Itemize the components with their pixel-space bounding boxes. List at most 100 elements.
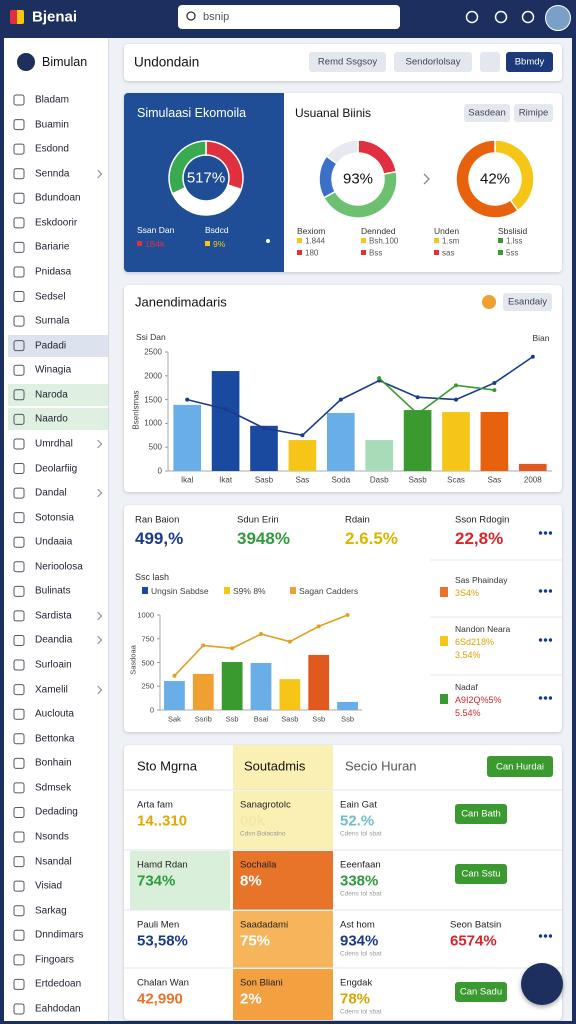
nav-item[interactable]: Dandal xyxy=(35,487,67,499)
x-tick-label: Sasb xyxy=(281,714,299,724)
fab[interactable] xyxy=(521,963,563,1005)
nav-item[interactable]: Pnidasa xyxy=(35,266,72,278)
legend-swatch xyxy=(434,238,439,243)
nav-item[interactable]: Sennda xyxy=(35,168,70,180)
legend-swatch xyxy=(290,587,296,594)
cell-subtext: Cdens tol sbat xyxy=(340,890,382,898)
nav-item[interactable]: Bdundoan xyxy=(35,192,81,204)
panel-button[interactable] xyxy=(514,104,553,122)
legend-swatch xyxy=(142,587,148,594)
nav-item[interactable]: Sotonsia xyxy=(35,512,74,524)
cell-label: Hamd Rdan xyxy=(137,859,188,871)
legend-value: 1.lss xyxy=(506,236,523,246)
avatar[interactable] xyxy=(545,5,571,31)
nav-item[interactable]: Sedsel xyxy=(35,291,66,303)
row-button[interactable] xyxy=(455,982,507,1002)
nav-item[interactable]: Padadi xyxy=(35,340,67,352)
header-button[interactable] xyxy=(309,52,386,72)
header-button-label: Remd Ssgsoy xyxy=(317,56,378,68)
cell-label: Sochaila xyxy=(240,859,277,871)
nav-item[interactable]: Dedading xyxy=(35,806,78,818)
nav-icon xyxy=(13,463,25,475)
nav-item[interactable]: Sdmsek xyxy=(35,782,72,794)
search-box[interactable] xyxy=(178,5,400,29)
nav-item[interactable]: Dnndimars xyxy=(35,929,84,941)
nav-item[interactable]: Bariarie xyxy=(35,241,70,253)
header-button[interactable] xyxy=(506,52,553,72)
nav-item[interactable]: Nerioolosa xyxy=(35,561,83,573)
nav-icon xyxy=(13,536,25,548)
stat-value: 22,8% xyxy=(455,529,504,548)
nav-item[interactable]: Nsonds xyxy=(35,831,69,843)
search-icon xyxy=(186,11,196,21)
nav-item[interactable]: Eskdoorir xyxy=(35,217,78,229)
legend-label: Bsdcd xyxy=(205,225,229,235)
y-tick-label: 500 xyxy=(141,658,154,667)
nav-item[interactable]: Auclouta xyxy=(35,708,74,720)
more-menu[interactable] xyxy=(538,696,552,700)
header-icon-button[interactable] xyxy=(480,52,500,72)
nav-item[interactable]: Deolarfiig xyxy=(35,463,78,474)
bar xyxy=(403,410,432,471)
donut-segment xyxy=(168,140,207,195)
nav-item[interactable]: Esdond xyxy=(35,143,69,155)
legend-swatch xyxy=(361,250,366,255)
nav-item[interactable]: Sarkag xyxy=(35,905,67,917)
more-menu[interactable] xyxy=(538,531,552,535)
nav-icon xyxy=(13,954,25,966)
header-button[interactable] xyxy=(394,52,472,72)
column-header: Sto Mgrna xyxy=(137,758,197,774)
nav-item[interactable]: Naroda xyxy=(35,389,68,401)
line-point xyxy=(300,433,305,438)
nav-icon xyxy=(13,487,25,499)
header-button-label: Bbmdy xyxy=(514,56,545,68)
row-button-label: Can Sstu xyxy=(461,868,501,880)
cell-value: 14..310 xyxy=(137,812,188,830)
legend-value: 1.844 xyxy=(305,236,326,246)
nav-item[interactable]: Nsandal xyxy=(35,856,72,868)
nav-icon xyxy=(13,512,25,524)
nav-item[interactable]: Undaaia xyxy=(35,536,73,548)
nav-item[interactable]: Bulinats xyxy=(35,585,71,597)
nav-item[interactable]: Sardista xyxy=(35,610,72,622)
nav-item[interactable]: Surloain xyxy=(35,659,72,671)
list-value: 3.54% xyxy=(455,650,481,660)
nav-item[interactable]: Umrdhal xyxy=(35,438,73,450)
nav-item[interactable]: Ertdedoan xyxy=(35,978,82,990)
nav-item[interactable]: Fingoars xyxy=(35,954,74,966)
nav-item[interactable]: Bettonka xyxy=(35,733,75,745)
nav-item[interactable]: Surnala xyxy=(35,315,70,327)
nav-icon xyxy=(13,856,25,868)
panel-button[interactable] xyxy=(503,293,552,311)
stat-value: 499,% xyxy=(135,529,184,548)
more-menu[interactable] xyxy=(538,934,552,938)
nav-item[interactable]: Visiad xyxy=(35,880,63,892)
row-button[interactable] xyxy=(455,804,507,824)
cell-value: 53,58% xyxy=(137,932,188,950)
nav-icon xyxy=(13,757,25,769)
topbar-icon xyxy=(521,10,535,24)
nav-icon xyxy=(13,217,25,229)
line-point xyxy=(454,383,458,388)
sidebar-logo xyxy=(17,53,35,71)
panel-title: Usuanal Biinis xyxy=(295,106,372,120)
nav-icon xyxy=(13,168,25,180)
nav-item[interactable]: Naardo xyxy=(35,413,68,425)
action-button[interactable] xyxy=(487,756,553,777)
action-button-label: Can Hurdai xyxy=(495,761,545,772)
line-point xyxy=(454,397,458,402)
row-button[interactable] xyxy=(455,864,507,884)
nav-item[interactable]: Xamelil xyxy=(35,684,68,696)
panel-button[interactable] xyxy=(464,104,510,122)
more-menu[interactable] xyxy=(538,638,552,642)
nav-icon xyxy=(13,708,25,720)
nav-item[interactable]: Buamin xyxy=(35,119,69,131)
nav-item[interactable]: Deandia xyxy=(35,634,73,646)
nav-item[interactable]: Winagia xyxy=(35,364,72,376)
nav-item[interactable]: Eahdodan xyxy=(35,1003,81,1015)
nav-item[interactable]: Bonhain xyxy=(35,757,72,769)
more-menu[interactable] xyxy=(538,589,552,593)
nav-item[interactable]: Bladam xyxy=(35,94,69,106)
legend-value: sas xyxy=(442,248,455,258)
nav-icon xyxy=(13,978,25,990)
